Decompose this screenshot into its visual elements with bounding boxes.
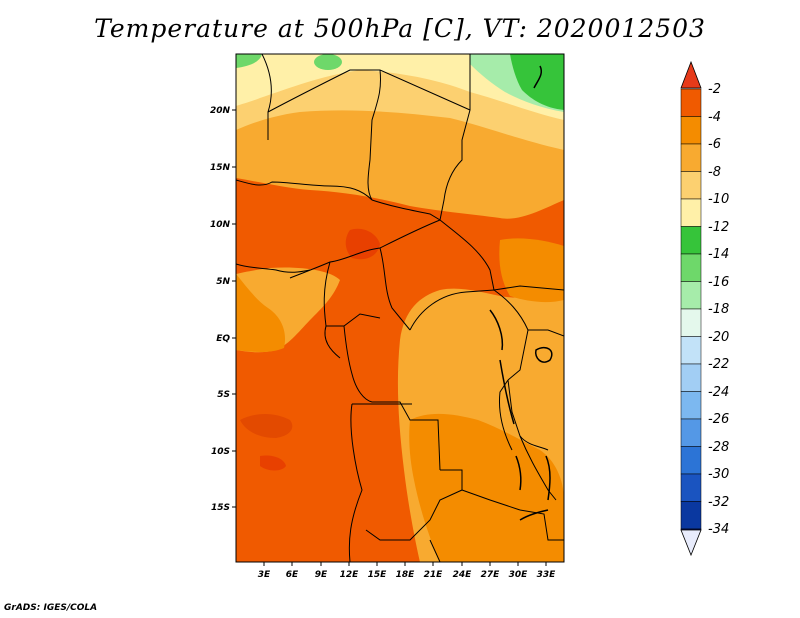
colorbar: -2 -4 -6 -8 -10 -12 -14 -16 -18 -20 -22 … bbox=[680, 60, 729, 557]
colorbar-label: -8 bbox=[708, 165, 721, 180]
grads-credit: GrADS: IGES/COLA bbox=[4, 603, 98, 613]
colorbar-step bbox=[680, 336, 702, 365]
lon-tick: 18E bbox=[396, 562, 416, 580]
lat-tick: 15S bbox=[211, 503, 236, 513]
lon-label: 9E bbox=[315, 570, 328, 580]
colorbar-step bbox=[680, 501, 702, 530]
colorbar-label: -24 bbox=[708, 385, 729, 400]
lon-tick: 24E bbox=[453, 562, 473, 580]
colorbar-label: -2 bbox=[708, 82, 721, 97]
lat-label: 5S bbox=[217, 390, 230, 400]
lon-tick: 15E bbox=[368, 562, 388, 580]
lat-label: 15N bbox=[210, 163, 231, 173]
contour-minus6-south bbox=[409, 413, 564, 562]
colorbar-step bbox=[680, 143, 702, 172]
colorbar-label: -6 bbox=[708, 137, 721, 152]
lat-label: 10N bbox=[210, 220, 231, 230]
colorbar-step bbox=[680, 473, 702, 502]
colorbar-step bbox=[680, 226, 702, 255]
lon-axis: 3E 6E 9E 12E 15E 18E 21E 24E 27E 30E 33E bbox=[258, 562, 556, 580]
lon-label: 3E bbox=[258, 570, 271, 580]
lat-label: 15S bbox=[211, 503, 230, 513]
colorbar-label: -18 bbox=[708, 302, 729, 317]
lon-tick: 27E bbox=[481, 562, 501, 580]
lat-label: EQ bbox=[216, 334, 230, 344]
lat-tick: 15N bbox=[210, 163, 236, 173]
lon-label: 24E bbox=[453, 570, 473, 580]
colorbar-labels: -2 -4 -6 -8 -10 -12 -14 -16 -18 -20 -22 … bbox=[708, 82, 729, 537]
contour-minus4-sw bbox=[240, 414, 293, 438]
lat-label: 10S bbox=[211, 447, 230, 457]
colorbar-label: -16 bbox=[708, 275, 729, 290]
colorbar-step bbox=[680, 88, 702, 117]
colorbar-step bbox=[680, 198, 702, 227]
colorbar-label: -12 bbox=[708, 220, 729, 235]
colorbar-bottom-arrow bbox=[680, 529, 702, 557]
lon-tick: 30E bbox=[509, 562, 529, 580]
map-frame bbox=[235, 53, 565, 563]
colorbar-step bbox=[680, 308, 702, 337]
colorbar-step bbox=[680, 391, 702, 420]
lon-tick: 12E bbox=[340, 562, 360, 580]
colorbar-label: -14 bbox=[708, 247, 729, 262]
lon-tick: 9E bbox=[315, 562, 328, 580]
colorbar-step bbox=[680, 446, 702, 475]
lon-label: 27E bbox=[481, 570, 501, 580]
lat-tick: 5N bbox=[216, 277, 236, 287]
colorbar-label: -22 bbox=[708, 357, 729, 372]
lon-label: 6E bbox=[286, 570, 299, 580]
colorbar-step bbox=[680, 171, 702, 200]
colorbar-label: -32 bbox=[708, 495, 729, 510]
colorbar-label: -20 bbox=[708, 330, 729, 345]
lon-label: 18E bbox=[396, 570, 416, 580]
lon-label: 15E bbox=[368, 570, 388, 580]
contour-minus8-lakes bbox=[425, 293, 509, 393]
lon-tick: 3E bbox=[258, 562, 271, 580]
colorbar-top-arrow bbox=[680, 60, 702, 89]
colorbar-step bbox=[680, 281, 702, 310]
lon-label: 12E bbox=[340, 570, 360, 580]
contour-minus2-patch2 bbox=[260, 455, 286, 471]
lakes-and-coast bbox=[489, 65, 553, 521]
colorbar-label: -4 bbox=[708, 110, 721, 125]
contour-minus2-patch bbox=[345, 228, 380, 260]
contour-green-n bbox=[314, 54, 342, 70]
lon-label: 21E bbox=[424, 570, 444, 580]
contour-minus8-north bbox=[300, 124, 480, 174]
lat-tick: 5S bbox=[217, 390, 236, 400]
lat-tick: 10S bbox=[211, 447, 236, 457]
lat-tick: 10N bbox=[210, 220, 236, 230]
contour-minus4-main bbox=[236, 178, 564, 562]
country-borders bbox=[236, 54, 564, 562]
lat-tick: 20N bbox=[210, 106, 236, 116]
colorbar-label: -10 bbox=[708, 192, 729, 207]
colorbar-step bbox=[680, 253, 702, 282]
lat-label: 5N bbox=[216, 277, 230, 287]
map-field bbox=[236, 54, 564, 562]
colorbar-label: -28 bbox=[708, 440, 729, 455]
chart-title: Temperature at 500hPa [C], VT: 202001250… bbox=[94, 14, 706, 43]
lat-tick: EQ bbox=[216, 334, 236, 344]
lon-tick: 6E bbox=[286, 562, 299, 580]
colorbar-label: -30 bbox=[708, 467, 729, 482]
lon-tick: 33E bbox=[537, 562, 557, 580]
colorbar-label: -26 bbox=[708, 412, 729, 427]
lon-label: 30E bbox=[509, 570, 529, 580]
colorbar-step bbox=[680, 116, 702, 145]
contour-green-nw bbox=[236, 54, 262, 68]
lat-label: 20N bbox=[210, 106, 231, 116]
lon-label: 33E bbox=[537, 570, 557, 580]
lat-axis: 20N 15N 10N 5N EQ 5S 10S 15S bbox=[210, 106, 236, 513]
colorbar-step bbox=[680, 363, 702, 392]
lon-tick: 21E bbox=[424, 562, 444, 580]
colorbar-steps bbox=[680, 88, 702, 531]
colorbar-step bbox=[680, 418, 702, 447]
contour-minus6-east bbox=[499, 238, 564, 303]
contour-minus6-west bbox=[236, 274, 286, 352]
colorbar-label: -34 bbox=[708, 522, 729, 537]
